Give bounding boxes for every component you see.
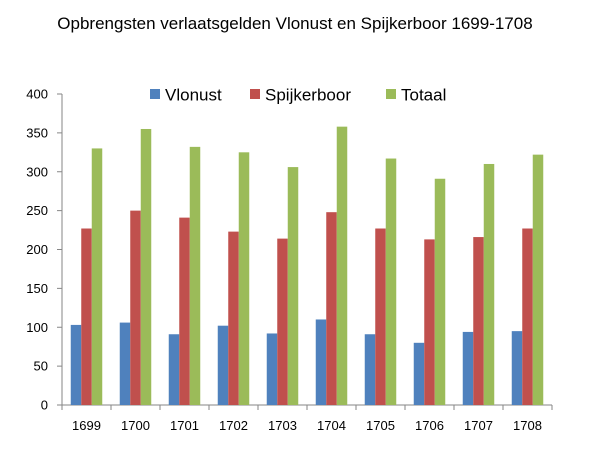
bars bbox=[70, 126, 544, 406]
legend-label-totaal: Totaal bbox=[401, 86, 446, 105]
x-tick-label: 1702 bbox=[219, 418, 248, 433]
bar-totaal-1702 bbox=[238, 152, 250, 405]
bar-vlonust-1700 bbox=[119, 322, 131, 405]
bar-vlonust-1707 bbox=[462, 331, 474, 405]
x-tick-label: 1704 bbox=[317, 418, 346, 433]
bar-spijkerboor-1707 bbox=[473, 237, 484, 405]
bar-spijkerboor-1704 bbox=[326, 212, 337, 405]
bar-totaal-1699 bbox=[91, 148, 103, 406]
bar-spijkerboor-1701 bbox=[179, 217, 190, 405]
bar-vlonust-1708 bbox=[511, 331, 523, 405]
bar-totaal-1703 bbox=[287, 167, 299, 405]
bar-vlonust-1704 bbox=[315, 319, 327, 405]
y-tick-label: 300 bbox=[26, 164, 48, 179]
bar-vlonust-1706 bbox=[413, 342, 425, 405]
bar-totaal-1707 bbox=[483, 163, 495, 405]
bar-totaal-1704 bbox=[336, 126, 348, 405]
bar-spijkerboor-1703 bbox=[277, 238, 288, 405]
bar-spijkerboor-1700 bbox=[130, 210, 141, 405]
x-tick-label: 1700 bbox=[121, 418, 150, 433]
legend-label-spijkerboor: Spijkerboor bbox=[265, 86, 351, 105]
x-tick-label: 1703 bbox=[268, 418, 297, 433]
y-tick-label: 100 bbox=[26, 320, 48, 335]
legend: Vlonust Spijkerboor Totaal bbox=[150, 86, 446, 105]
legend-label-vlonust: Vlonust bbox=[165, 86, 222, 105]
legend-swatch-vlonust bbox=[150, 89, 160, 99]
y-tick-label: 400 bbox=[26, 87, 48, 102]
y-tick-label: 200 bbox=[26, 242, 48, 257]
x-tick-label: 1708 bbox=[513, 418, 542, 433]
bar-vlonust-1705 bbox=[364, 334, 376, 405]
y-tick-label: 0 bbox=[41, 398, 48, 413]
x-tick-label: 1707 bbox=[464, 418, 493, 433]
x-tick-label: 1706 bbox=[415, 418, 444, 433]
bar-spijkerboor-1705 bbox=[375, 228, 386, 405]
y-tick-label: 350 bbox=[26, 125, 48, 140]
bar-spijkerboor-1699 bbox=[81, 228, 92, 405]
legend-swatch-totaal bbox=[386, 89, 396, 99]
x-tick-label: 1699 bbox=[72, 418, 101, 433]
y-tick-label: 150 bbox=[26, 281, 48, 296]
bar-totaal-1700 bbox=[140, 128, 152, 406]
bar-vlonust-1699 bbox=[70, 324, 82, 405]
bar-spijkerboor-1706 bbox=[424, 239, 435, 405]
bar-totaal-1706 bbox=[434, 178, 446, 405]
x-axis: 1699 1700 1701 1702 1703 1704 1705 1706 1707 1708 bbox=[61, 404, 553, 433]
legend-swatch-spijkerboor bbox=[250, 89, 260, 99]
y-tick-label: 50 bbox=[34, 359, 48, 374]
bar-spijkerboor-1702 bbox=[228, 231, 239, 405]
bar-totaal-1708 bbox=[532, 154, 544, 405]
y-axis: 0 50 100 150 200 250 300 350 400 bbox=[26, 87, 63, 413]
bar-vlonust-1702 bbox=[217, 325, 229, 405]
bar-totaal-1705 bbox=[385, 158, 397, 405]
bar-totaal-1701 bbox=[189, 146, 201, 405]
bar-vlonust-1703 bbox=[266, 333, 278, 405]
x-tick-label: 1701 bbox=[170, 418, 199, 433]
chart-title: Opbrengsten verlaatsgelden Vlonust en Sp… bbox=[57, 14, 533, 33]
x-tick-label: 1705 bbox=[366, 418, 395, 433]
bar-vlonust-1701 bbox=[168, 334, 180, 405]
y-tick-label: 250 bbox=[26, 203, 48, 218]
bar-spijkerboor-1708 bbox=[522, 228, 533, 405]
